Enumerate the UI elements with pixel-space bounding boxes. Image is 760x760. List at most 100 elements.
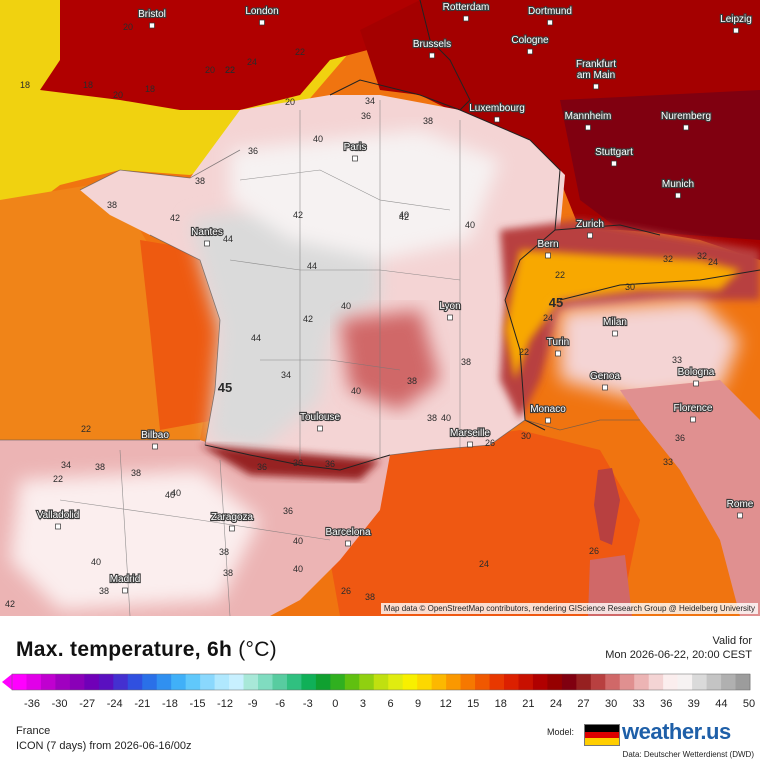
isotherm-label: 20	[285, 97, 295, 107]
colorbar-swatch	[446, 674, 461, 690]
isotherm-label: 40	[171, 488, 181, 498]
land-france-north	[230, 130, 500, 260]
city-label: Frankfurt	[576, 59, 616, 70]
city-label: Valladolid	[37, 510, 80, 521]
city-label: Bologna	[678, 367, 715, 378]
city-marker-icon	[545, 252, 551, 259]
city-label: Genoa	[590, 371, 620, 382]
colorbar-tick-label: -15	[190, 698, 206, 710]
land-group	[0, 0, 760, 616]
city-marker-icon	[149, 22, 155, 29]
isotherm-label: 36	[325, 459, 335, 469]
colorbar-tick-label: 18	[495, 698, 507, 710]
city-marker-icon	[612, 330, 618, 337]
isotherm-label: 40	[313, 134, 323, 144]
isotherm-label: 38	[461, 357, 471, 367]
isotherm-label: 42	[293, 210, 303, 220]
colorbar-swatch	[504, 674, 519, 690]
isotherm-label: 36	[361, 111, 371, 121]
border-italy-switzerland	[559, 269, 760, 301]
colorbar-swatch	[431, 674, 447, 690]
city-label: Leipzig	[720, 14, 752, 25]
city-turin: Turin	[546, 336, 570, 357]
isotherm-label: 22	[295, 47, 305, 57]
country-borders	[204, 0, 760, 471]
region-borders	[59, 100, 461, 616]
colorbar-tick-label: 3	[360, 698, 366, 710]
isotherm-label: 38	[99, 586, 109, 596]
isotherm-label: 36	[248, 146, 258, 156]
colorbar-tick-label: -21	[134, 698, 150, 710]
temperature-colorbar: -36 -30 -27 -24 -21 -18 -15 -12 -9 -6 -3 0 3 6 9 12 15 18…	[2, 673, 755, 710]
colorbar-tick-label: 36	[660, 698, 672, 710]
coastlines	[0, 149, 640, 456]
city-label: Bristol	[138, 9, 166, 20]
weather-map[interactable]: 20 18 22 24 22 20 18 20 18 20 22 34 36 38 40 36 38 38 40 42…	[0, 0, 760, 616]
isotherm-label: 34	[365, 96, 375, 106]
city-label: Marseille	[450, 428, 490, 439]
sea-bay-biscay	[140, 240, 225, 430]
sea-mediterranean	[330, 430, 640, 616]
isotherm-label: 38	[223, 568, 233, 578]
valid-for-label: Valid for	[712, 635, 752, 647]
city-leipzig: Leipzig	[719, 13, 753, 34]
city-label: Dortmund	[528, 6, 572, 17]
colorbar-tick-label: 27	[577, 698, 589, 710]
city-rome: Rome	[726, 498, 755, 519]
colorbar-swatch	[373, 674, 389, 690]
colorbar-swatch	[113, 674, 129, 690]
colorbar-swatch	[605, 674, 621, 690]
isotherm-label: 36	[675, 433, 685, 443]
colorbar-swatch	[98, 674, 114, 690]
isotherm-label: 33	[672, 355, 682, 365]
city-label: Florence	[674, 403, 713, 414]
colorbar-tick-label: -24	[107, 698, 123, 710]
isotherm-label: 18	[20, 80, 30, 90]
colorbar-tick-label: -9	[248, 698, 258, 710]
city-dortmund: Dortmund	[527, 5, 573, 26]
city-label: Monaco	[530, 404, 566, 415]
city-marker-icon	[737, 512, 743, 519]
city-label: Barcelona	[325, 527, 370, 538]
isotherm-label: 22	[519, 347, 529, 357]
land-corsica	[594, 468, 620, 545]
isotherm-label: 34	[61, 460, 71, 470]
border-france-spain	[204, 444, 391, 471]
colorbar-swatch	[258, 674, 273, 690]
colorbar-tick-label: 24	[550, 698, 562, 710]
city-london: London	[244, 5, 280, 26]
isotherm-label: 45	[549, 295, 563, 310]
colorbar-swatch	[359, 674, 375, 690]
colorbar-swatch	[40, 674, 56, 690]
colorbar-tick-label: -18	[162, 698, 178, 710]
city-stuttgart: Stuttgart	[594, 146, 634, 167]
isotherm-label: 42	[303, 314, 313, 324]
isotherm-label: 40	[441, 413, 451, 423]
border-germany-north	[419, 0, 471, 111]
city-marker-icon	[611, 160, 617, 167]
border-france-switzerland	[504, 229, 556, 301]
city-label: am Main	[577, 70, 615, 81]
city-mannheim: Mannheim	[564, 110, 612, 131]
isotherm-label: 26	[589, 546, 599, 556]
city-rotterdam: Rotterdam	[442, 1, 490, 22]
city-label: Zaragoza	[211, 512, 254, 523]
isotherm-label: 34	[281, 370, 291, 380]
map-attribution[interactable]: Map data © OpenStreetMap contributors, r…	[380, 603, 758, 614]
colorbar-tick-label: 44	[715, 698, 727, 710]
isotherm-label: 45	[218, 380, 232, 395]
land-germany-south	[560, 90, 760, 240]
city-bilbao: Bilbao	[140, 429, 170, 450]
colorbar-swatch	[229, 674, 244, 690]
colorbar-swatch	[388, 674, 404, 690]
city-markers: Bristol London Rotterdam Dortmund Leipzig Bru…	[36, 1, 755, 594]
colorbar-swatch	[518, 674, 534, 690]
data-source: Data: Deutscher Wetterdienst (DWD)	[622, 750, 754, 759]
border-france-belgium	[329, 79, 531, 141]
land-britain	[40, 0, 420, 110]
isotherm-label: 22	[53, 474, 63, 484]
isotherm-label: 38	[427, 413, 437, 423]
weather-us-logo[interactable]: weather.us	[622, 719, 731, 744]
colorbar-swatch	[214, 674, 230, 690]
